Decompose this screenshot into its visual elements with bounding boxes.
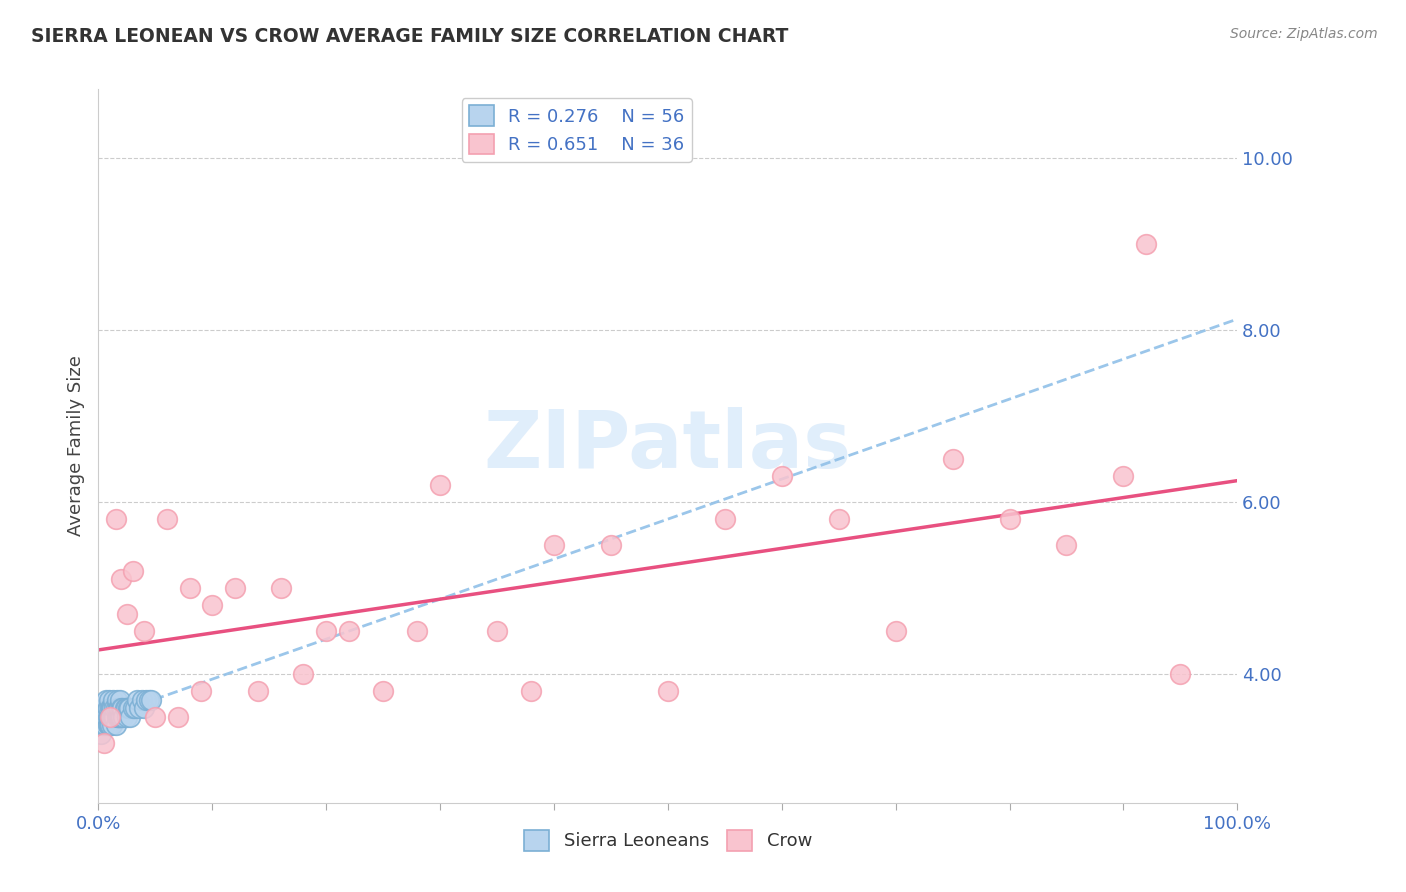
Point	[100, 701, 122, 715]
Point	[224, 581, 246, 595]
Point	[714, 512, 737, 526]
Point	[201, 598, 224, 612]
Point	[543, 538, 565, 552]
Point	[108, 710, 131, 724]
Point	[337, 624, 360, 638]
Point	[108, 701, 131, 715]
Point	[486, 624, 509, 638]
Point	[270, 581, 292, 595]
Point	[115, 710, 138, 724]
Point	[114, 701, 136, 715]
Point	[406, 624, 429, 638]
Point	[107, 701, 129, 715]
Point	[105, 710, 128, 724]
Point	[884, 624, 907, 638]
Point	[770, 469, 793, 483]
Point	[108, 692, 131, 706]
Point	[104, 718, 127, 732]
Point	[657, 684, 679, 698]
Point	[98, 718, 121, 732]
Point	[96, 718, 118, 732]
Point	[96, 710, 118, 724]
Point	[104, 512, 127, 526]
Point	[96, 701, 118, 715]
Point	[127, 692, 149, 706]
Point	[1112, 469, 1135, 483]
Point	[120, 710, 142, 724]
Point	[93, 710, 115, 724]
Point	[179, 581, 201, 595]
Point	[121, 701, 143, 715]
Point	[132, 624, 155, 638]
Point	[998, 512, 1021, 526]
Point	[97, 718, 120, 732]
Point	[96, 710, 118, 724]
Point	[112, 710, 135, 724]
Point	[111, 701, 134, 715]
Point	[108, 710, 131, 724]
Point	[101, 701, 124, 715]
Point	[104, 701, 127, 715]
Point	[132, 701, 155, 715]
Point	[315, 624, 337, 638]
Point	[110, 572, 132, 586]
Point	[131, 692, 153, 706]
Point	[90, 727, 112, 741]
Point	[1135, 236, 1157, 251]
Point	[118, 701, 141, 715]
Point	[90, 710, 112, 724]
Point	[190, 684, 212, 698]
Point	[97, 710, 120, 724]
Point	[103, 710, 125, 724]
Point	[128, 701, 150, 715]
Point	[115, 607, 138, 621]
Point	[96, 692, 118, 706]
Point	[292, 666, 315, 681]
Point	[156, 512, 179, 526]
Point	[98, 701, 121, 715]
Y-axis label: Average Family Size: Average Family Size	[66, 356, 84, 536]
Point	[121, 564, 143, 578]
Point	[167, 710, 190, 724]
Point	[1170, 666, 1192, 681]
Point	[114, 701, 136, 715]
Text: Source: ZipAtlas.com: Source: ZipAtlas.com	[1230, 27, 1378, 41]
Point	[101, 710, 124, 724]
Point	[600, 538, 623, 552]
Point	[246, 684, 269, 698]
Point	[110, 701, 132, 715]
Point	[107, 710, 129, 724]
Point	[828, 512, 851, 526]
Point	[103, 692, 125, 706]
Point	[98, 710, 121, 724]
Point	[520, 684, 543, 698]
Point	[371, 684, 394, 698]
Point	[101, 718, 124, 732]
Point	[110, 710, 132, 724]
Point	[98, 710, 121, 724]
Point	[942, 451, 965, 466]
Point	[93, 701, 115, 715]
Point	[93, 736, 115, 750]
Text: SIERRA LEONEAN VS CROW AVERAGE FAMILY SIZE CORRELATION CHART: SIERRA LEONEAN VS CROW AVERAGE FAMILY SI…	[31, 27, 789, 45]
Point	[91, 718, 114, 732]
Point	[105, 692, 128, 706]
Point	[124, 701, 146, 715]
Point	[1054, 538, 1078, 552]
Point	[94, 701, 117, 715]
Point	[103, 710, 125, 724]
Point	[103, 701, 125, 715]
Point	[117, 701, 139, 715]
Point	[94, 718, 117, 732]
Legend: Sierra Leoneans, Crow: Sierra Leoneans, Crow	[516, 822, 820, 858]
Point	[145, 710, 167, 724]
Point	[429, 477, 451, 491]
Point	[135, 692, 157, 706]
Point	[138, 692, 160, 706]
Point	[100, 710, 122, 724]
Text: ZIPatlas: ZIPatlas	[484, 407, 852, 485]
Point	[97, 692, 120, 706]
Point	[139, 692, 162, 706]
